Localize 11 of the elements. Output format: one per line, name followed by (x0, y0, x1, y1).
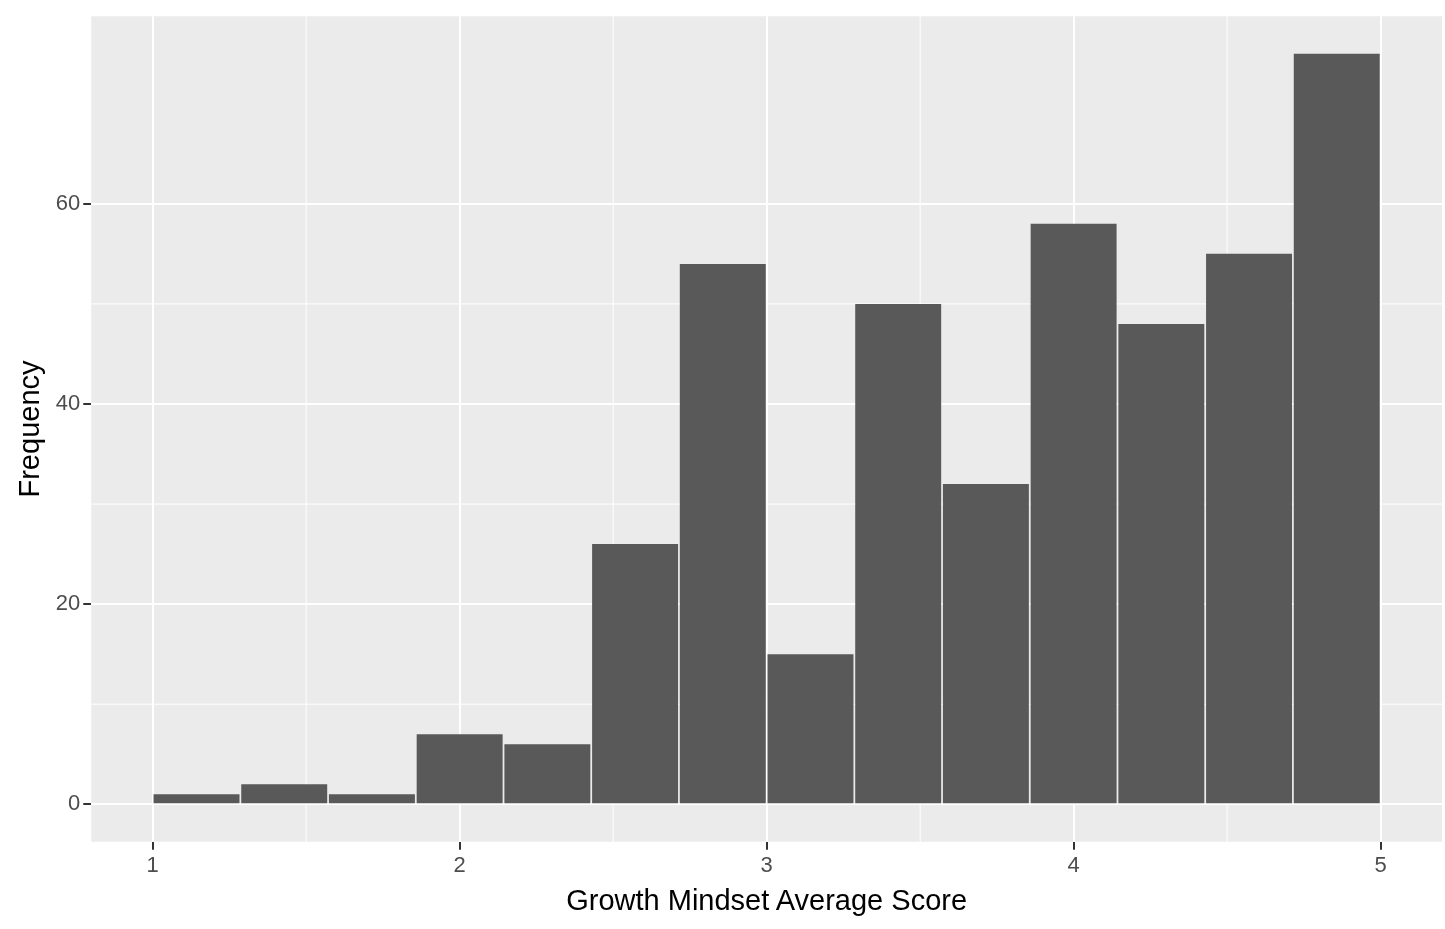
y-axis-title: Frequency (13, 359, 46, 498)
y-tick-label: 60 (55, 189, 81, 215)
y-tick-label: 40 (55, 390, 81, 416)
x-axis-title: Growth Mindset Average Score (566, 883, 968, 916)
x-tick-label: 4 (1067, 852, 1080, 878)
x-tick-label: 2 (453, 852, 466, 878)
x-tick-label: 5 (1374, 852, 1387, 878)
y-tick-label: 20 (55, 590, 81, 616)
y-tick-label: 0 (68, 790, 81, 816)
x-tick-label: 3 (760, 852, 773, 878)
x-tick-label: 1 (146, 852, 159, 878)
